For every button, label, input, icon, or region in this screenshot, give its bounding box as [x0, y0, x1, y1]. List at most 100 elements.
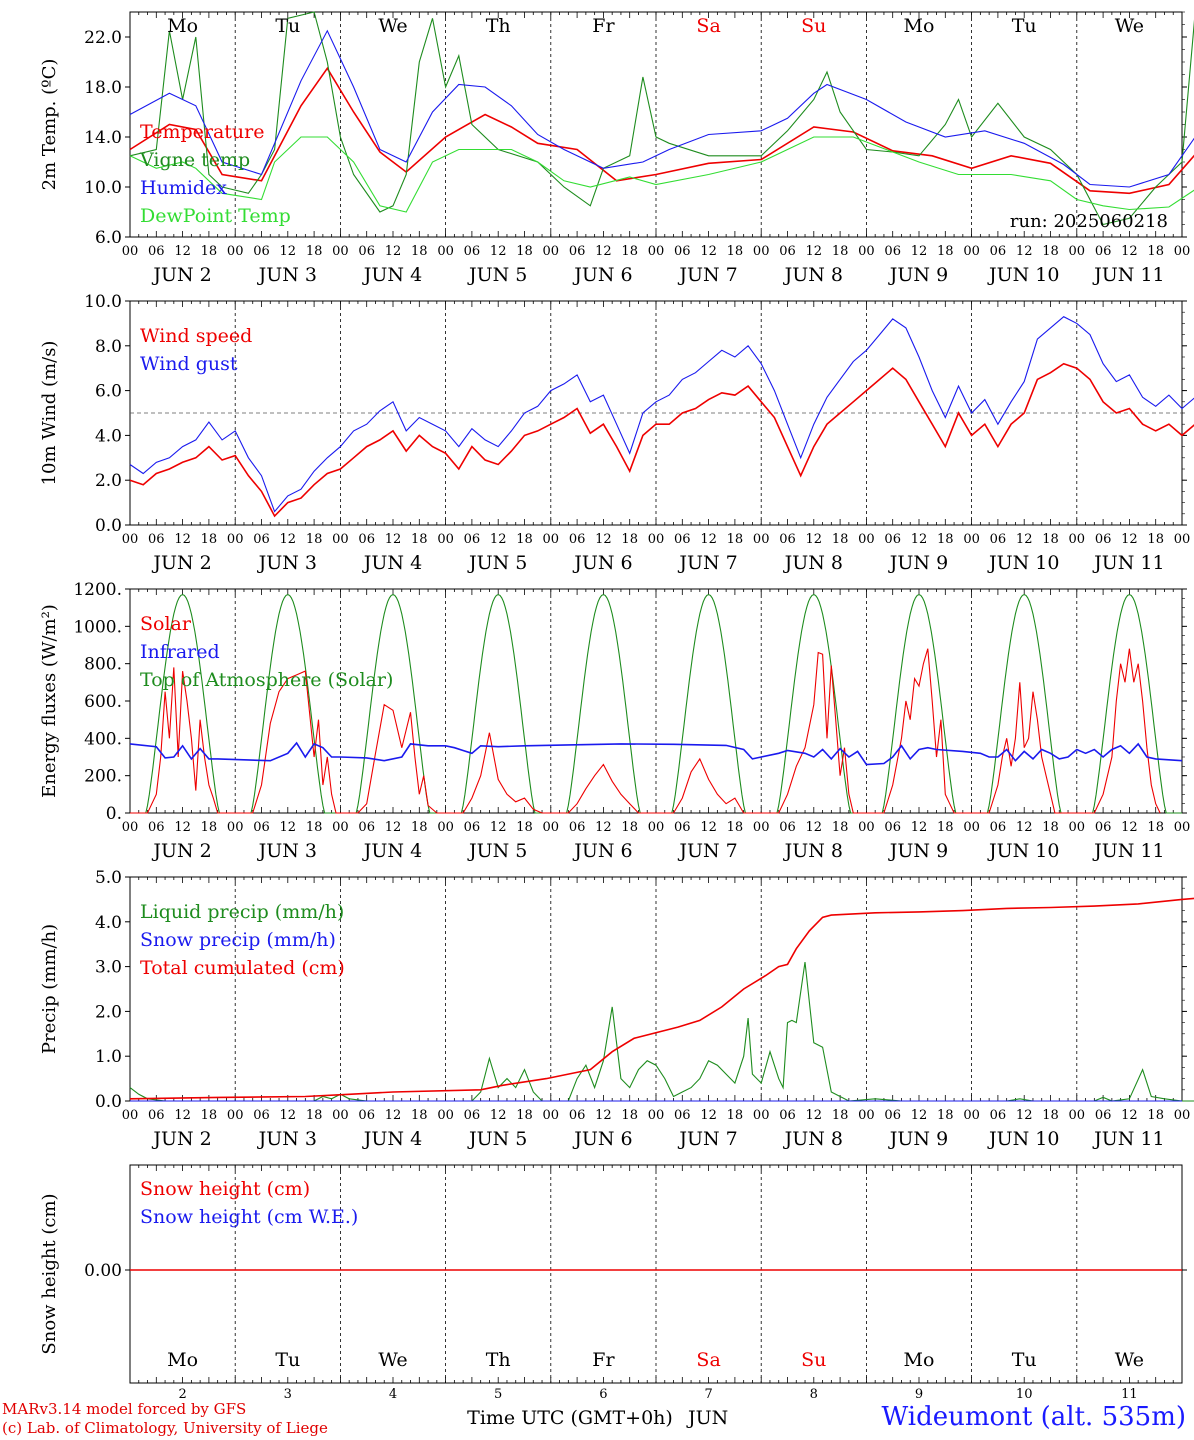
date-label: JUN 9	[888, 264, 948, 286]
hour-label: 12	[1016, 1108, 1033, 1123]
date-label: JUN 10	[987, 1128, 1059, 1150]
y-tick-label: 0.	[106, 804, 122, 824]
hour-label: 12	[1121, 244, 1138, 259]
date-label: JUN 5	[467, 552, 527, 574]
station-title: Wideumont (alt. 535m)	[881, 1402, 1186, 1432]
hour-label: 18	[411, 244, 428, 259]
date-label: JUN 3	[257, 264, 317, 286]
y-tick-label: 200.	[84, 767, 122, 787]
y-tick-label: 10.0	[84, 178, 122, 198]
hour-label: 18	[516, 244, 533, 259]
hour-label: 06	[674, 532, 691, 547]
weekday-label-bottom: Tu	[275, 1349, 300, 1371]
weekday-label-bottom: Sa	[696, 1349, 720, 1371]
hour-label: 12	[280, 1108, 297, 1123]
y-tick-label: 8.0	[95, 337, 122, 357]
hour-label: 00	[648, 532, 665, 547]
weekday-label-bottom: Mo	[904, 1349, 935, 1371]
hour-label: 00	[543, 244, 560, 259]
hour-label: 06	[990, 820, 1007, 835]
hour-label: 06	[1095, 820, 1112, 835]
x-axis-title: Time UTC (GMT+0h)	[467, 1407, 673, 1429]
weekday-label-top: We	[378, 15, 407, 37]
legend-label: Wind gust	[140, 353, 238, 375]
hour-label: 18	[937, 244, 954, 259]
weekday-label-bottom: Fr	[592, 1349, 615, 1371]
weekday-label-top: Tu	[275, 15, 300, 37]
hour-label: 06	[884, 1108, 901, 1123]
hour-label: 12	[806, 1108, 823, 1123]
hour-label: 00	[858, 820, 875, 835]
y-axis-label: Precip (mm/h)	[39, 924, 60, 1054]
hour-label: 12	[1121, 820, 1138, 835]
hour-label: 00	[122, 1108, 139, 1123]
series-line	[129, 29, 1194, 188]
hour-label: 18	[201, 1108, 218, 1123]
hour-label: 06	[148, 1108, 165, 1123]
hour-label: 18	[1147, 532, 1164, 547]
hour-label: 12	[700, 820, 717, 835]
day-number: 9	[915, 1387, 923, 1402]
y-tick-label: 18.0	[84, 78, 122, 98]
date-label: JUN 4	[362, 840, 422, 862]
date-label: JUN 3	[257, 840, 317, 862]
legend-label: Temperature	[140, 121, 264, 143]
hour-label: 06	[464, 244, 481, 259]
hour-label: 00	[1069, 244, 1086, 259]
hour-label: 06	[884, 820, 901, 835]
hour-label: 00	[963, 244, 980, 259]
hour-label: 12	[1121, 1108, 1138, 1123]
hour-label: 00	[437, 532, 454, 547]
hour-label: 06	[464, 820, 481, 835]
legend-label: Vigne temp	[139, 149, 250, 171]
hour-label: 18	[1147, 1108, 1164, 1123]
hour-label: 00	[963, 532, 980, 547]
day-number: 10	[1016, 1387, 1033, 1402]
hour-label: 06	[569, 244, 586, 259]
hour-label: 12	[385, 244, 402, 259]
legend-label: Wind speed	[140, 325, 252, 347]
hour-label: 06	[674, 820, 691, 835]
hour-label: 06	[358, 532, 375, 547]
hour-label: 18	[832, 1108, 849, 1123]
y-tick-label: 22.0	[84, 28, 122, 48]
hour-label: 18	[832, 820, 849, 835]
hour-label: 12	[385, 1108, 402, 1123]
hour-label: 00	[332, 1108, 349, 1123]
y-tick-label: 0.0	[95, 516, 122, 536]
hour-label: 00	[963, 820, 980, 835]
hour-label: 12	[911, 532, 928, 547]
hour-label: 18	[411, 532, 428, 547]
series-line	[129, 897, 1194, 1100]
weekday-label-top: Fr	[592, 15, 615, 37]
hour-label: 00	[858, 244, 875, 259]
hour-label: 06	[990, 244, 1007, 259]
day-number: 5	[494, 1387, 502, 1402]
date-label: JUN 2	[151, 552, 211, 574]
hour-label: 12	[490, 532, 507, 547]
hour-label: 12	[490, 820, 507, 835]
hour-label: 12	[700, 532, 717, 547]
hour-label: 18	[201, 244, 218, 259]
hour-label: 00	[1174, 820, 1191, 835]
hour-label: 12	[806, 820, 823, 835]
weekday-label-bottom: We	[378, 1349, 407, 1371]
hour-label: 06	[569, 820, 586, 835]
hour-label: 18	[937, 532, 954, 547]
hour-label: 06	[253, 1108, 270, 1123]
hour-label: 00	[648, 244, 665, 259]
hour-label: 00	[753, 820, 770, 835]
date-label: JUN 7	[677, 840, 737, 862]
hour-label: 12	[595, 820, 612, 835]
hour-label: 18	[832, 244, 849, 259]
lab-credit: (c) Lab. of Climatology, University of L…	[2, 1419, 328, 1437]
hour-label: 00	[1174, 532, 1191, 547]
legend-label: Snow precip (mm/h)	[140, 929, 336, 951]
date-label: JUN 8	[783, 840, 843, 862]
legend-label: DewPoint Temp	[140, 205, 291, 227]
panel-1: 6.0 10.0 14.0 18.0 22.0 2m Temp. (ºC) Temperat…	[39, 11, 1194, 286]
hour-label: 06	[569, 532, 586, 547]
hour-label: 00	[122, 532, 139, 547]
day-number: 11	[1121, 1387, 1138, 1402]
hour-label: 06	[358, 820, 375, 835]
